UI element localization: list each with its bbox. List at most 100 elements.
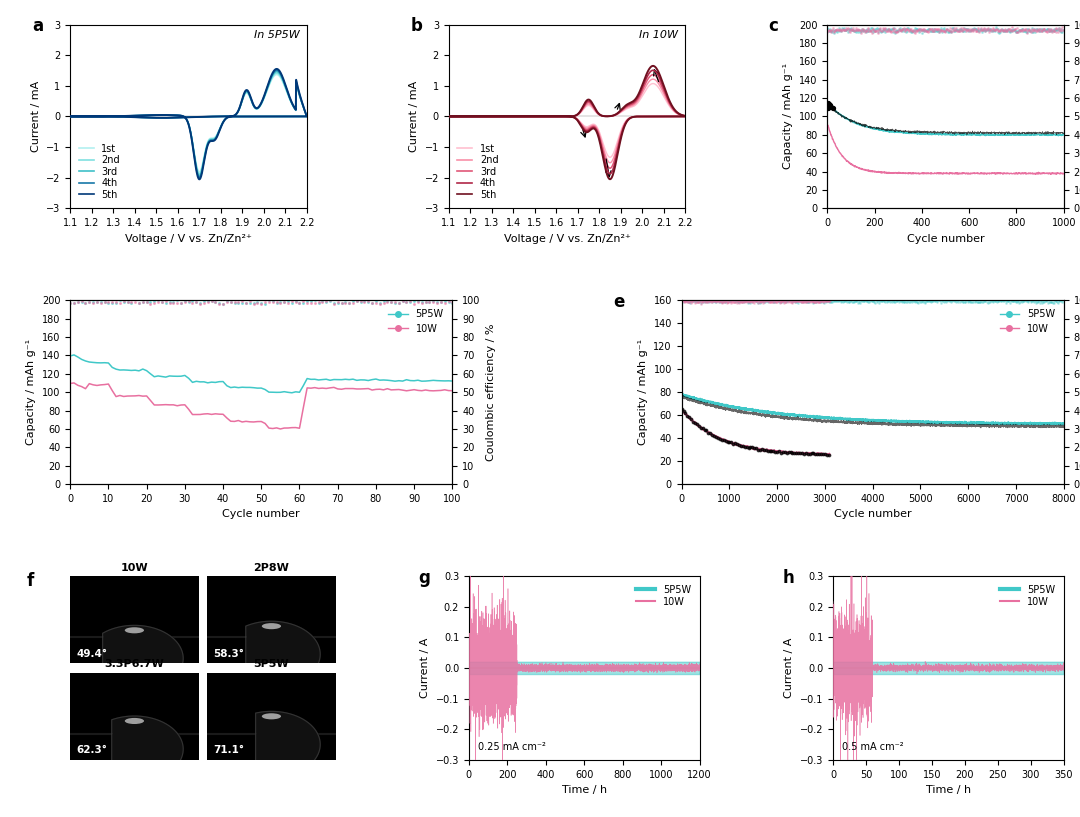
- Point: [842, 23, 860, 36]
- Point: [897, 295, 915, 308]
- Legend: 1st, 2nd, 3rd, 4th, 5th: 1st, 2nd, 3rd, 4th, 5th: [454, 140, 502, 203]
- Point: [1054, 23, 1071, 36]
- Point: [815, 292, 833, 306]
- Point: [929, 295, 946, 308]
- X-axis label: Voltage / V vs. Zn/Zn²⁺: Voltage / V vs. Zn/Zn²⁺: [503, 234, 631, 243]
- Point: [752, 295, 769, 308]
- Point: [852, 23, 869, 36]
- Point: [741, 295, 758, 308]
- Point: [933, 25, 950, 38]
- Point: [969, 24, 986, 37]
- Point: [241, 295, 258, 308]
- Point: [424, 296, 442, 309]
- Point: [960, 295, 977, 308]
- Point: [827, 293, 845, 306]
- Point: [436, 297, 454, 310]
- Point: [1039, 22, 1056, 35]
- Point: [899, 21, 916, 34]
- Point: [861, 24, 878, 37]
- Point: [988, 296, 1005, 309]
- Point: [131, 297, 148, 310]
- Point: [699, 295, 716, 308]
- Point: [161, 297, 178, 310]
- Point: [972, 23, 989, 36]
- Point: [777, 295, 794, 308]
- Point: [778, 446, 795, 459]
- Point: [845, 22, 862, 35]
- Point: [717, 295, 734, 308]
- Point: [703, 293, 720, 306]
- Point: [766, 295, 783, 308]
- Point: [1003, 20, 1021, 33]
- Point: [397, 296, 415, 309]
- Point: [265, 296, 282, 309]
- Point: [825, 25, 842, 38]
- Point: [714, 295, 731, 308]
- Point: [944, 23, 961, 36]
- Point: [699, 295, 716, 308]
- Point: [869, 294, 887, 307]
- Point: [708, 293, 726, 306]
- Point: [843, 23, 861, 36]
- Point: [989, 24, 1007, 37]
- Point: [1026, 25, 1043, 38]
- Point: [904, 294, 921, 307]
- Point: [256, 296, 273, 309]
- Point: [828, 23, 846, 36]
- Point: [786, 296, 804, 309]
- Point: [762, 295, 780, 308]
- Point: [429, 297, 446, 310]
- Point: [184, 297, 201, 310]
- Point: [902, 23, 919, 36]
- Point: [909, 24, 927, 37]
- Point: [981, 25, 998, 38]
- Point: [265, 294, 282, 307]
- Point: [778, 295, 795, 308]
- Point: [1016, 23, 1034, 36]
- Point: [1039, 22, 1056, 35]
- Point: [843, 23, 861, 36]
- Point: [1041, 23, 1058, 36]
- Point: [230, 296, 247, 309]
- Point: [851, 24, 868, 37]
- Point: [905, 295, 922, 308]
- Point: [818, 296, 835, 309]
- Point: [981, 23, 998, 36]
- Point: [971, 24, 988, 37]
- Point: [747, 442, 765, 455]
- Point: [696, 293, 713, 306]
- Point: [727, 295, 744, 308]
- Point: [733, 296, 751, 309]
- Point: [812, 294, 829, 307]
- Point: [832, 23, 849, 36]
- Point: [909, 24, 927, 37]
- Point: [826, 24, 843, 37]
- Point: [806, 295, 823, 308]
- Point: [673, 294, 690, 307]
- Point: [948, 24, 966, 37]
- Point: [1026, 23, 1043, 36]
- Point: [253, 297, 270, 310]
- Point: [800, 296, 818, 309]
- Point: [834, 23, 851, 36]
- Text: e: e: [612, 292, 624, 311]
- Point: [834, 295, 851, 308]
- Point: [808, 295, 825, 308]
- Point: [872, 24, 889, 37]
- Point: [906, 25, 923, 38]
- Point: [1026, 295, 1043, 308]
- Point: [949, 295, 967, 308]
- Point: [674, 295, 691, 308]
- Point: [833, 294, 850, 307]
- Point: [1017, 293, 1035, 306]
- Point: [912, 293, 929, 306]
- Point: [984, 294, 1001, 307]
- Point: [933, 22, 950, 35]
- Point: [809, 294, 826, 307]
- Point: [969, 296, 986, 309]
- Point: [780, 295, 797, 308]
- Point: [874, 22, 891, 35]
- Point: [764, 294, 781, 307]
- Point: [1039, 24, 1056, 37]
- Point: [1005, 23, 1023, 36]
